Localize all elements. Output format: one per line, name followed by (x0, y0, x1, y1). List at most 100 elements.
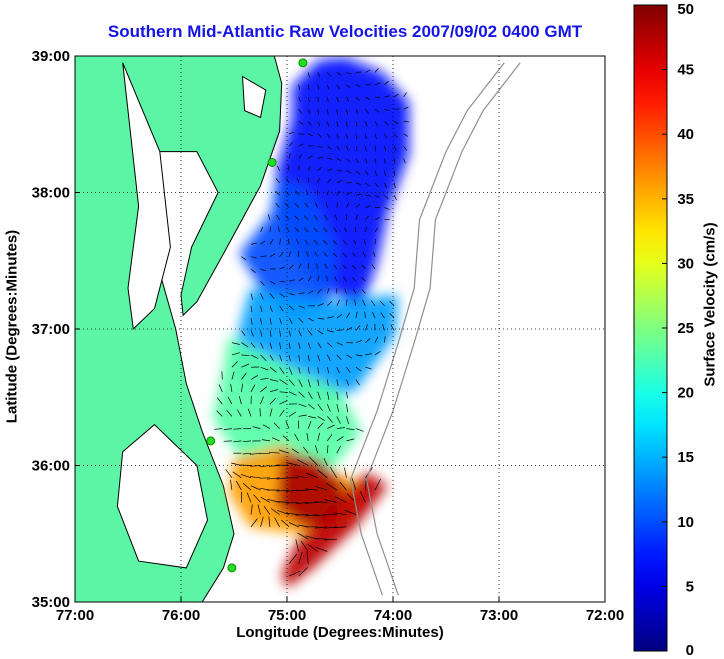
velocity-vector (355, 170, 361, 175)
velocity-vector (307, 165, 311, 171)
velocity-vector (287, 165, 290, 171)
velocity-vector (242, 452, 252, 455)
velocity-vector (298, 391, 305, 398)
velocity-vector (327, 424, 335, 429)
velocity-vector (257, 504, 261, 515)
velocity-vector (355, 366, 362, 372)
velocity-vector (374, 194, 380, 199)
velocity-vector (326, 275, 328, 282)
velocity-vector (346, 96, 350, 102)
velocity-vector (288, 522, 299, 528)
velocity-vector (269, 280, 276, 285)
velocity-vector (259, 408, 261, 417)
velocity-vector (355, 379, 360, 386)
velocity-vector (363, 239, 366, 245)
velocity-vector (238, 396, 242, 405)
velocity-vector (354, 299, 357, 306)
velocity-vector (332, 252, 338, 257)
colorbar-tick-label: 40 (677, 126, 694, 143)
velocity-vector (365, 182, 370, 187)
velocity-vector (298, 165, 300, 171)
velocity-vector (240, 474, 252, 479)
velocity-vector (384, 170, 386, 176)
velocity-vector (323, 251, 328, 257)
velocity-vector (298, 121, 304, 125)
velocity-vector (317, 342, 322, 349)
velocity-vector (304, 239, 309, 245)
velocity-vector (298, 292, 305, 294)
velocity-vector (308, 456, 318, 466)
velocity-vector (225, 469, 233, 479)
velocity-vector (240, 464, 252, 466)
velocity-vector (236, 409, 242, 417)
velocity-vector (324, 499, 337, 503)
velocity-vector (294, 215, 299, 221)
velocity-vector (260, 293, 264, 300)
velocity-vector (269, 408, 273, 417)
velocity-vector (269, 293, 275, 299)
velocity-vector (355, 133, 358, 140)
velocity-vector (250, 485, 261, 491)
velocity-vector (365, 108, 369, 114)
velocity-vector (250, 293, 254, 300)
velocity-vector (315, 485, 328, 491)
velocity-vector (241, 363, 250, 368)
velocity-vector (306, 551, 309, 564)
velocity-vector (374, 133, 377, 139)
velocity-vector (329, 466, 338, 478)
velocity-vector (361, 277, 366, 282)
velocity-vector (380, 312, 385, 319)
velocity-vector (250, 384, 256, 392)
velocity-vector (294, 227, 299, 233)
velocity-vector (403, 92, 407, 98)
velocity-vector (336, 133, 339, 139)
velocity-vector (223, 428, 232, 430)
velocity-vector (346, 202, 350, 208)
velocity-vector (269, 379, 279, 382)
velocity-vector (346, 121, 348, 127)
velocity-vector (336, 145, 341, 151)
velocity-vector (286, 462, 299, 466)
velocity-vector (326, 121, 330, 127)
velocity-vector (275, 190, 280, 196)
velocity-vector (277, 226, 280, 233)
velocity-vector (260, 386, 268, 393)
velocity-vector (250, 504, 253, 515)
velocity-vector (298, 330, 302, 337)
velocity-vector (361, 289, 366, 294)
colorbar-tick-label: 0 (686, 642, 694, 659)
bathymetry-contour-1 (365, 62, 521, 596)
velocity-vector (271, 437, 280, 442)
velocity-vector (260, 496, 271, 503)
velocity-vector (326, 367, 330, 374)
velocity-vector (343, 276, 347, 282)
velocity-vector (384, 146, 387, 152)
velocity-vector (365, 121, 368, 127)
velocity-vector (307, 96, 310, 103)
velocity-vector (307, 84, 310, 90)
velocity-vector (247, 408, 252, 417)
velocity-vector (346, 366, 351, 373)
velocity-vector (269, 366, 277, 373)
velocity-vector (355, 311, 358, 319)
velocity-vector (307, 379, 311, 388)
velocity-vector (296, 238, 300, 245)
velocity-vector (235, 480, 242, 491)
velocity-vector (326, 84, 330, 90)
velocity-vector (317, 145, 323, 149)
velocity-vector (361, 264, 366, 270)
velocity-vector (389, 312, 395, 319)
velocity-vector (317, 166, 322, 171)
velocity-vector (365, 353, 372, 356)
velocity-vector (336, 367, 340, 374)
velocity-vector (317, 303, 324, 307)
velocity-vector (403, 158, 406, 164)
velocity-vector (336, 202, 338, 208)
velocity-vector (355, 146, 358, 152)
velocity-vector (298, 143, 304, 147)
x-ticks: 77:00 76:00 75:00 74:00 73:00 72:00 (56, 597, 624, 624)
velocity-vector (336, 445, 341, 454)
colorbar-tick-label: 15 (677, 449, 694, 466)
velocity-vector (316, 263, 319, 269)
